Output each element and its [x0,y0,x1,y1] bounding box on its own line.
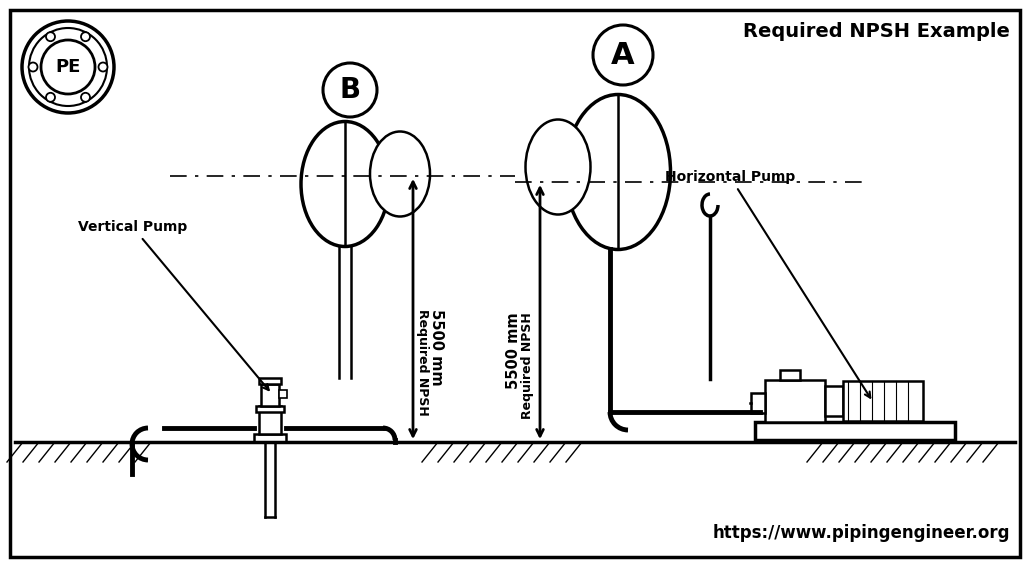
Ellipse shape [370,132,430,217]
Bar [751,393,765,413]
Bar [261,384,279,406]
Circle shape [593,25,653,85]
Circle shape [99,62,107,71]
Circle shape [81,93,90,102]
Bar [780,370,800,380]
Bar [254,434,286,442]
Text: B: B [340,76,360,104]
Text: Required NPSH Example: Required NPSH Example [743,22,1010,41]
Text: Horizontal Pump: Horizontal Pump [665,170,870,397]
Ellipse shape [301,121,389,247]
Bar [279,390,287,398]
Bar [259,406,281,434]
Circle shape [46,32,55,41]
Circle shape [323,63,377,117]
Bar [259,378,281,384]
Bar [765,380,825,422]
Circle shape [29,62,37,71]
Text: 5500 mm: 5500 mm [507,312,521,388]
Circle shape [41,40,95,94]
Text: PE: PE [56,58,80,76]
Text: 5500 mm: 5500 mm [430,309,445,386]
Ellipse shape [525,120,590,214]
Bar [755,422,955,440]
Text: A: A [611,40,634,70]
Bar [825,386,843,416]
Text: https://www.pipingengineer.org: https://www.pipingengineer.org [713,524,1010,542]
Circle shape [46,93,55,102]
Bar [843,381,923,421]
Text: Vertical Pump: Vertical Pump [78,220,269,390]
Text: Required NPSH: Required NPSH [521,312,535,419]
Bar [256,406,284,412]
Ellipse shape [565,95,671,249]
Text: Required NPSH: Required NPSH [416,309,430,416]
Circle shape [81,32,90,41]
